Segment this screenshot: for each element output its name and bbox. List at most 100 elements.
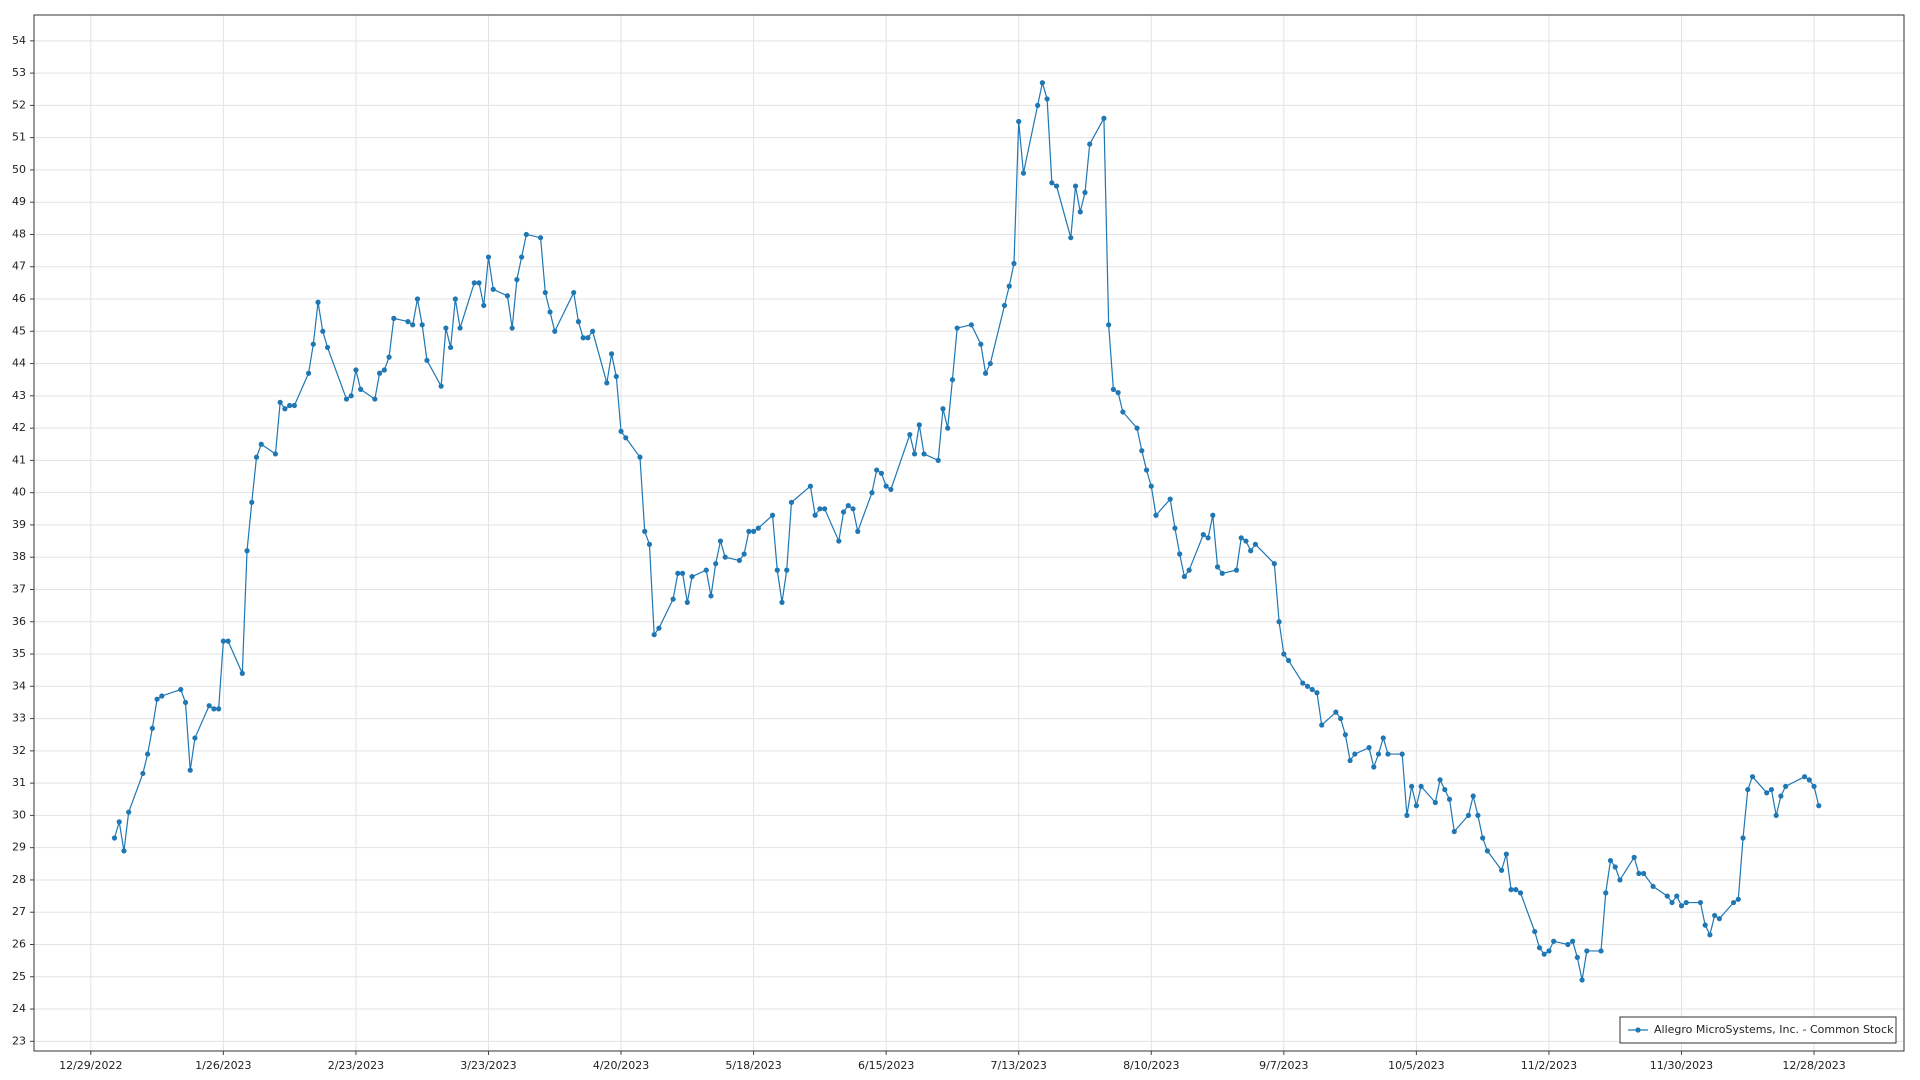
x-tick-label: 1/26/2023: [195, 1059, 251, 1072]
y-tick-label: 46: [12, 292, 26, 305]
data-point: [845, 502, 851, 509]
data-point: [448, 344, 454, 351]
y-tick-label: 51: [12, 131, 26, 144]
data-point: [1120, 409, 1126, 415]
data-point: [1745, 786, 1751, 793]
y-tick-label: 45: [12, 324, 26, 337]
data-point: [1484, 848, 1490, 854]
data-point: [722, 554, 728, 560]
y-tick-label: 34: [12, 679, 26, 692]
data-point: [1172, 525, 1178, 531]
data-point: [1674, 893, 1680, 899]
y-tick-label: 31: [12, 776, 26, 789]
data-point: [1574, 954, 1580, 961]
data-point: [358, 386, 364, 392]
data-point: [1712, 912, 1718, 919]
data-point: [713, 561, 719, 567]
data-point: [1347, 757, 1353, 764]
data-point: [391, 315, 397, 321]
data-point: [1319, 722, 1325, 728]
data-point: [1115, 390, 1121, 396]
data-point: [1541, 951, 1547, 957]
data-point: [537, 235, 544, 241]
y-tick-label: 24: [12, 1002, 26, 1015]
y-tick-label: 52: [12, 98, 26, 111]
data-point: [126, 809, 132, 815]
legend-label: Allegro MicroSystems, Inc. - Common Stoc…: [1654, 1023, 1894, 1036]
data-point: [1153, 512, 1159, 518]
data-point: [1603, 890, 1609, 896]
data-point: [840, 509, 847, 515]
data-point: [481, 302, 487, 309]
data-point: [1238, 535, 1244, 541]
data-point: [192, 735, 198, 741]
data-point: [258, 441, 264, 447]
data-point: [1177, 551, 1183, 557]
data-point: [1385, 751, 1391, 757]
data-point: [519, 254, 525, 260]
data-point: [1248, 548, 1254, 554]
y-tick-label: 42: [12, 421, 26, 434]
data-point: [116, 819, 122, 825]
data-point: [1806, 777, 1812, 783]
y-tick-label: 47: [12, 260, 26, 273]
data-point: [1778, 793, 1784, 799]
data-point: [1148, 483, 1154, 489]
data-point: [1513, 887, 1519, 893]
data-point: [1375, 751, 1382, 757]
y-tick-label: 28: [12, 873, 26, 886]
y-tick-label: 27: [12, 905, 26, 918]
x-tick-label: 11/30/2023: [1650, 1059, 1713, 1072]
data-point: [949, 377, 956, 383]
data-point: [1498, 867, 1505, 873]
data-point: [509, 325, 515, 331]
data-point: [1186, 567, 1192, 573]
data-point: [1641, 870, 1647, 877]
y-tick-label: 40: [12, 486, 26, 499]
data-point: [206, 703, 212, 709]
data-point: [547, 309, 553, 315]
data-point: [935, 457, 941, 463]
data-point: [523, 231, 529, 238]
data-point: [485, 254, 492, 260]
data-point: [1139, 448, 1145, 454]
data-point: [883, 483, 889, 489]
data-point: [689, 573, 695, 580]
data-point: [1636, 870, 1642, 877]
data-point: [282, 406, 288, 412]
x-tick-label: 10/5/2023: [1388, 1059, 1444, 1072]
data-point: [1352, 751, 1358, 757]
data-point: [855, 528, 861, 534]
data-point: [438, 383, 444, 389]
data-point: [1749, 774, 1756, 780]
data-point: [1243, 538, 1249, 544]
x-tick-label: 12/28/2023: [1782, 1059, 1845, 1072]
data-point: [405, 319, 411, 325]
data-point: [1607, 857, 1614, 864]
data-point: [1801, 774, 1808, 780]
data-point: [1044, 96, 1050, 102]
data-point: [1271, 561, 1277, 567]
data-point: [774, 567, 780, 573]
data-point: [386, 354, 392, 360]
data-point: [717, 538, 724, 544]
data-point: [353, 367, 359, 373]
data-point: [1333, 709, 1339, 715]
data-point: [220, 638, 226, 644]
data-point: [1101, 115, 1107, 121]
y-tick-label: 44: [12, 357, 26, 370]
data-point: [1617, 877, 1623, 883]
data-point: [1167, 496, 1173, 502]
data-point: [376, 370, 383, 376]
data-point: [888, 486, 894, 493]
data-point: [1664, 893, 1670, 899]
x-tick-label: 9/7/2023: [1259, 1059, 1308, 1072]
data-point: [145, 751, 151, 757]
data-point: [746, 528, 752, 534]
data-point: [514, 277, 520, 283]
data-point: [272, 451, 279, 457]
data-point: [414, 296, 421, 302]
y-tick-label: 41: [12, 453, 26, 466]
data-point: [987, 360, 993, 367]
